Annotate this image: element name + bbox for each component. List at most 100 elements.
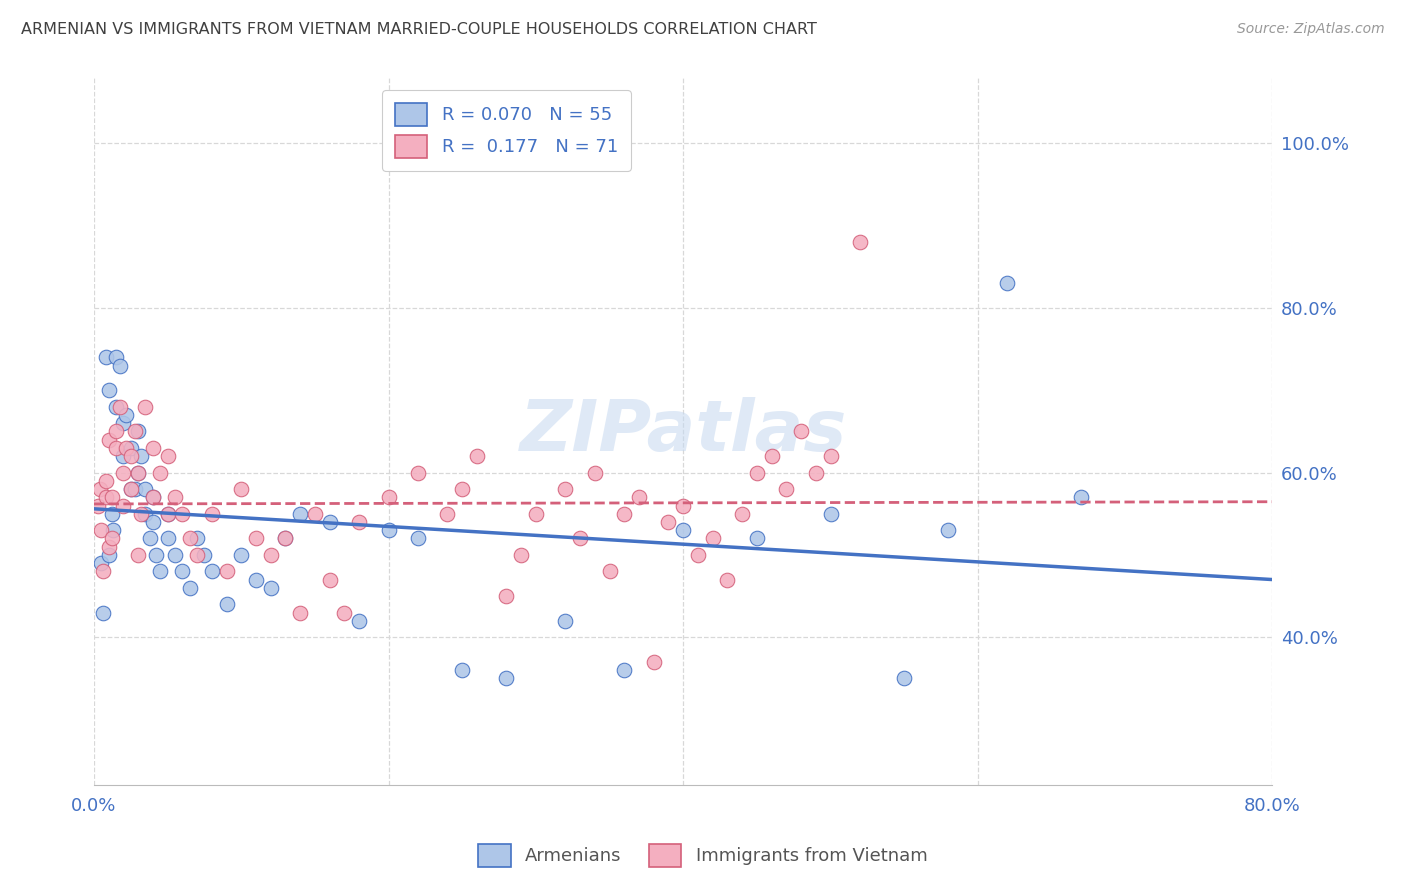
- Point: [347, 614, 370, 628]
- Point: [1070, 491, 1092, 505]
- Point: [554, 614, 576, 628]
- Point: [139, 532, 162, 546]
- Point: [89, 482, 111, 496]
- Point: [406, 466, 429, 480]
- Point: [554, 482, 576, 496]
- Legend: Armenians, Immigrants from Vietnam: Armenians, Immigrants from Vietnam: [471, 837, 935, 874]
- Point: [745, 466, 768, 480]
- Point: [134, 507, 156, 521]
- Point: [101, 523, 124, 537]
- Point: [172, 507, 194, 521]
- Point: [731, 507, 754, 521]
- Point: [110, 400, 132, 414]
- Point: [702, 532, 724, 546]
- Text: ARMENIAN VS IMMIGRANTS FROM VIETNAM MARRIED-COUPLE HOUSEHOLDS CORRELATION CHART: ARMENIAN VS IMMIGRANTS FROM VIETNAM MARR…: [21, 22, 817, 37]
- Point: [995, 277, 1018, 291]
- Point: [686, 548, 709, 562]
- Point: [129, 449, 152, 463]
- Point: [129, 507, 152, 521]
- Point: [495, 672, 517, 686]
- Point: [288, 606, 311, 620]
- Text: Source: ZipAtlas.com: Source: ZipAtlas.com: [1237, 22, 1385, 37]
- Point: [716, 573, 738, 587]
- Point: [672, 523, 695, 537]
- Point: [112, 416, 135, 430]
- Point: [288, 507, 311, 521]
- Point: [97, 433, 120, 447]
- Point: [201, 565, 224, 579]
- Point: [245, 532, 267, 546]
- Point: [149, 466, 172, 480]
- Point: [142, 441, 165, 455]
- Point: [97, 548, 120, 562]
- Point: [245, 573, 267, 587]
- Point: [127, 466, 149, 480]
- Point: [583, 466, 606, 480]
- Point: [172, 565, 194, 579]
- Point: [100, 507, 122, 521]
- Point: [377, 491, 399, 505]
- Point: [201, 507, 224, 521]
- Point: [97, 384, 120, 398]
- Point: [112, 499, 135, 513]
- Point: [94, 491, 117, 505]
- Point: [105, 425, 128, 439]
- Point: [215, 565, 238, 579]
- Point: [134, 400, 156, 414]
- Point: [156, 507, 179, 521]
- Point: [120, 441, 142, 455]
- Point: [318, 573, 340, 587]
- Point: [804, 466, 827, 480]
- Point: [127, 548, 149, 562]
- Point: [127, 425, 149, 439]
- Point: [775, 482, 797, 496]
- Point: [100, 491, 122, 505]
- Point: [215, 598, 238, 612]
- Point: [120, 482, 142, 496]
- Point: [97, 540, 120, 554]
- Point: [87, 499, 110, 513]
- Point: [893, 672, 915, 686]
- Point: [745, 532, 768, 546]
- Point: [820, 449, 842, 463]
- Point: [156, 532, 179, 546]
- Point: [938, 523, 960, 537]
- Point: [495, 589, 517, 603]
- Point: [142, 491, 165, 505]
- Point: [91, 565, 114, 579]
- Point: [347, 515, 370, 529]
- Point: [643, 655, 665, 669]
- Point: [849, 235, 872, 249]
- Point: [231, 548, 253, 562]
- Point: [613, 663, 636, 677]
- Point: [436, 507, 458, 521]
- Point: [94, 474, 117, 488]
- Point: [134, 482, 156, 496]
- Point: [94, 351, 117, 365]
- Point: [91, 606, 114, 620]
- Point: [149, 565, 172, 579]
- Point: [115, 441, 138, 455]
- Point: [657, 515, 679, 529]
- Point: [599, 565, 621, 579]
- Point: [260, 548, 283, 562]
- Point: [115, 408, 138, 422]
- Point: [142, 515, 165, 529]
- Point: [193, 548, 215, 562]
- Point: [274, 532, 297, 546]
- Text: ZIPatlas: ZIPatlas: [520, 397, 846, 466]
- Point: [110, 359, 132, 373]
- Point: [820, 507, 842, 521]
- Point: [510, 548, 533, 562]
- Point: [406, 532, 429, 546]
- Point: [90, 556, 112, 570]
- Point: [569, 532, 592, 546]
- Point: [156, 449, 179, 463]
- Point: [105, 351, 128, 365]
- Point: [465, 449, 488, 463]
- Point: [179, 581, 201, 595]
- Point: [120, 482, 142, 496]
- Legend: R = 0.070   N = 55, R =  0.177   N = 71: R = 0.070 N = 55, R = 0.177 N = 71: [382, 90, 631, 170]
- Point: [451, 663, 474, 677]
- Point: [524, 507, 547, 521]
